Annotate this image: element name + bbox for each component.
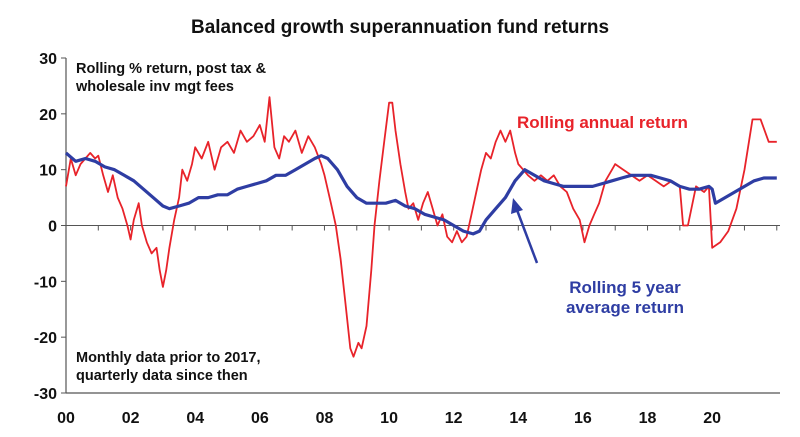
x-tick-label: 14: [509, 410, 527, 427]
y-tick-label: 0: [48, 219, 57, 236]
five-year-label-line1: Rolling 5 year: [569, 278, 681, 297]
x-tick-label: 20: [703, 410, 721, 427]
y-axis-ticks: 30 20 10 0 -10 -20 -30: [34, 51, 66, 403]
x-axis-ticks: 00 02 04 06 08 10 12 14 16 18 20: [57, 225, 778, 427]
series-line-five-year-average: [64, 151, 777, 236]
x-tick-label: 10: [380, 410, 398, 427]
five-year-arrow-shaft: [515, 209, 539, 264]
x-tick-label: 08: [316, 410, 334, 427]
series-line-annual-return: [65, 96, 777, 358]
x-tick-label: 16: [574, 410, 592, 427]
y-tick-label: -30: [34, 386, 57, 403]
y-tick-label: 10: [39, 163, 57, 180]
x-tick-label: 12: [445, 410, 463, 427]
note-top-line2: wholesale inv mgt fees: [75, 79, 234, 95]
x-tick-label: 18: [639, 410, 657, 427]
y-tick-label: -20: [34, 330, 57, 347]
series-layer: [64, 96, 777, 358]
annual-return-label: Rolling annual return: [517, 113, 688, 132]
y-tick-label: -10: [34, 274, 57, 291]
chart-title: Balanced growth superannuation fund retu…: [191, 17, 609, 38]
x-tick-label: 02: [122, 410, 140, 427]
five-year-label-line2: average return: [566, 298, 684, 317]
y-tick-label: 30: [39, 51, 57, 68]
note-top-line1: Rolling % return, post tax &: [76, 61, 267, 77]
x-tick-label: 06: [251, 410, 269, 427]
note-bottom-line1: Monthly data prior to 2017,: [76, 350, 261, 366]
y-tick-label: 20: [39, 107, 57, 124]
x-tick-label: 04: [186, 410, 204, 427]
note-bottom-line2: quarterly data since then: [76, 368, 248, 384]
x-tick-label: 00: [57, 410, 75, 427]
five-year-arrow-head: [511, 198, 523, 214]
